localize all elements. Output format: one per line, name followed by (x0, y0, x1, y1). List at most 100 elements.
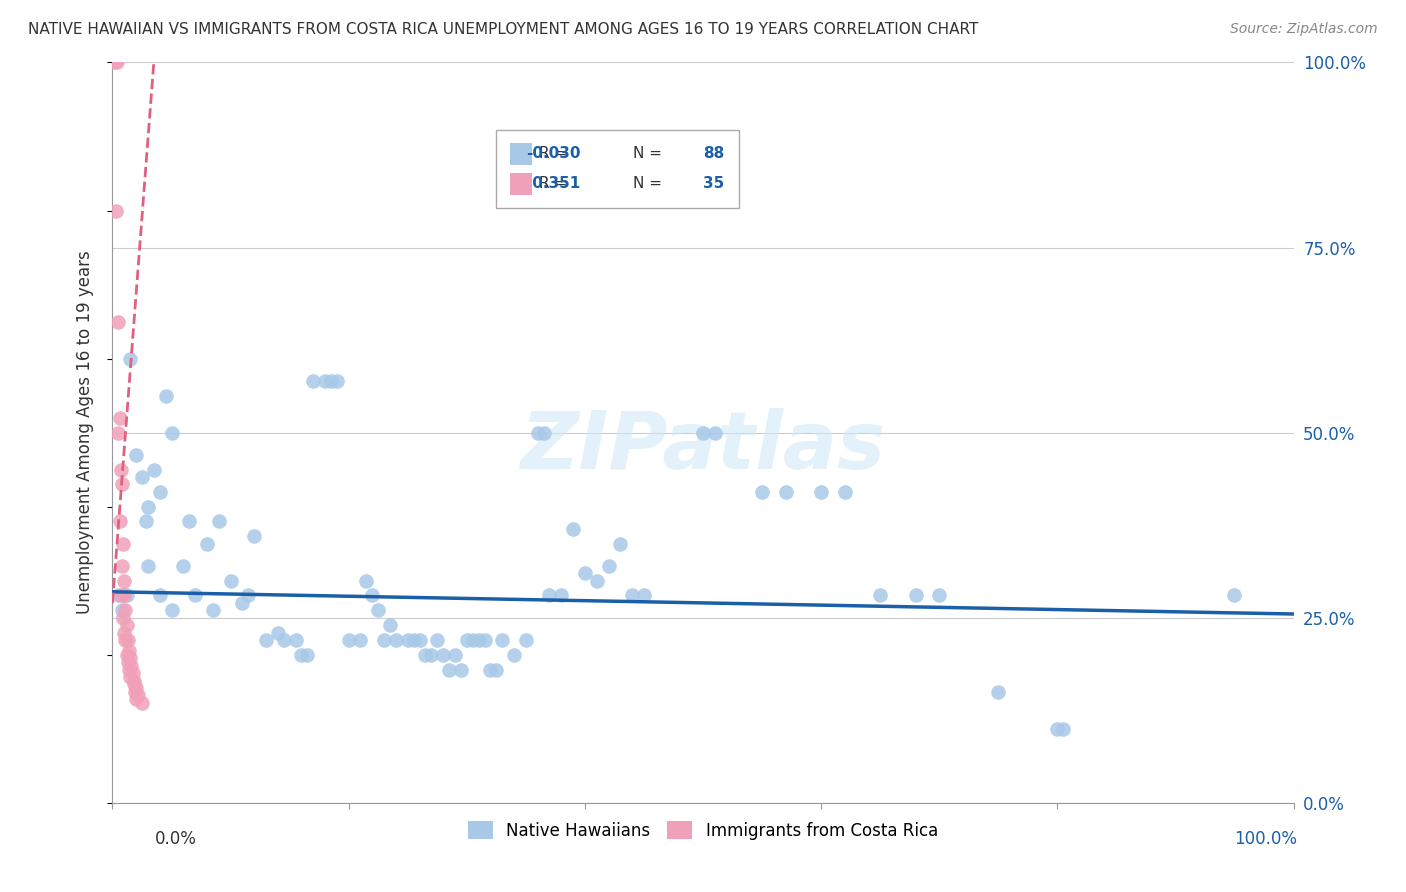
Point (149, 484, 172, 499)
Point (107, 314, 129, 328)
Point (118, 644, 141, 658)
Point (254, 632, 277, 647)
Point (184, 589, 207, 603)
Point (420, 648, 443, 662)
Point (120, 670, 142, 684)
Y-axis label: Unemployment Among Ages 16 to 19 years: Unemployment Among Ages 16 to 19 years (76, 251, 94, 615)
Point (149, 589, 172, 603)
Point (125, 692, 148, 706)
Point (1223, 589, 1246, 603)
Point (415, 648, 437, 662)
Point (120, 351, 142, 366)
Point (456, 632, 478, 647)
Point (503, 648, 526, 662)
Text: 100.0%: 100.0% (1234, 830, 1296, 847)
Point (904, 589, 927, 603)
Point (533, 425, 555, 440)
Point (810, 484, 832, 499)
Point (585, 574, 607, 588)
Point (110, 589, 132, 603)
Point (550, 589, 572, 603)
Point (290, 648, 312, 662)
Point (432, 648, 454, 662)
Text: Source: ZipAtlas.com: Source: ZipAtlas.com (1230, 22, 1378, 37)
Point (104, 55, 127, 70)
Point (108, 410, 131, 425)
Point (479, 663, 502, 677)
Point (114, 632, 136, 647)
Point (621, 589, 644, 603)
Point (574, 566, 596, 581)
Point (135, 515, 157, 529)
Point (314, 374, 336, 388)
Point (112, 536, 135, 550)
Text: 35: 35 (703, 177, 724, 192)
Point (208, 515, 231, 529)
Point (107, 425, 129, 440)
Text: 0.0%: 0.0% (155, 830, 197, 847)
Point (633, 589, 655, 603)
Point (238, 589, 260, 603)
Point (115, 648, 138, 662)
Text: -0.030: -0.030 (526, 146, 581, 161)
Text: R =: R = (540, 177, 572, 192)
Point (485, 663, 508, 677)
Point (987, 685, 1010, 699)
Point (437, 663, 460, 677)
Text: N =: N = (633, 177, 666, 192)
Point (408, 632, 430, 647)
Point (160, 603, 183, 617)
Point (928, 589, 950, 603)
Point (367, 603, 389, 617)
Point (111, 603, 134, 617)
Point (491, 632, 513, 647)
Point (775, 484, 797, 499)
Point (111, 558, 134, 573)
Point (337, 632, 360, 647)
Text: 0.351: 0.351 (527, 177, 581, 192)
Point (450, 663, 472, 677)
Point (107, 589, 129, 603)
Point (302, 374, 325, 388)
Point (396, 632, 419, 647)
Point (526, 425, 548, 440)
Point (297, 648, 319, 662)
Point (142, 462, 165, 476)
Point (326, 374, 349, 388)
Text: R =: R = (540, 146, 572, 161)
Point (124, 685, 146, 699)
Point (112, 589, 135, 603)
Point (117, 655, 139, 669)
Legend: Native Hawaiians, Immigrants from Costa Rica: Native Hawaiians, Immigrants from Costa … (461, 814, 945, 847)
Text: ZIPatlas: ZIPatlas (520, 409, 886, 486)
Text: NATIVE HAWAIIAN VS IMMIGRANTS FROM COSTA RICA UNEMPLOYMENT AMONG AGES 16 TO 19 Y: NATIVE HAWAIIAN VS IMMIGRANTS FROM COSTA… (28, 22, 979, 37)
Point (112, 589, 135, 603)
Point (444, 648, 467, 662)
Point (378, 618, 401, 632)
Point (474, 632, 496, 647)
Point (243, 529, 266, 543)
Point (385, 632, 408, 647)
Point (319, 374, 342, 388)
Point (195, 536, 218, 550)
Point (120, 658, 142, 673)
Point (201, 603, 224, 617)
Point (373, 632, 395, 647)
Point (127, 689, 149, 703)
Point (112, 574, 135, 588)
Point (461, 632, 484, 647)
Point (361, 589, 384, 603)
Point (122, 677, 145, 691)
Point (231, 596, 253, 610)
Point (125, 681, 148, 695)
Point (273, 632, 295, 647)
Point (515, 632, 537, 647)
Point (349, 632, 371, 647)
Point (538, 589, 561, 603)
Point (115, 618, 138, 632)
Point (219, 574, 242, 588)
Text: 88: 88 (703, 146, 724, 161)
Point (112, 610, 135, 624)
Point (751, 484, 773, 499)
Point (131, 470, 153, 484)
